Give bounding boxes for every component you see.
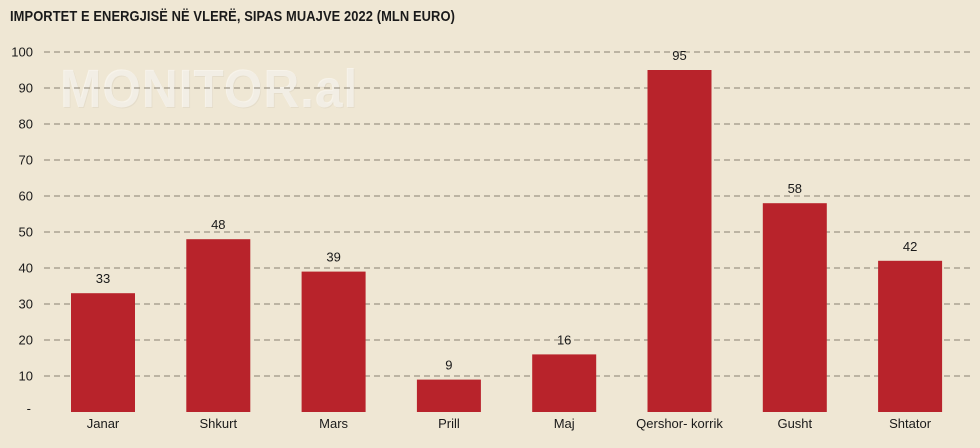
x-tick-label-3: Mars: [319, 416, 348, 431]
y-tick-label-70: 70: [19, 153, 33, 168]
gridlines: [44, 51, 972, 377]
bars: [71, 70, 943, 412]
bar-2: [186, 239, 251, 412]
x-tick-label-7: Gusht: [777, 416, 812, 431]
y-tick-label-100: 100: [11, 45, 33, 60]
y-tick-label-10: 10: [19, 369, 33, 384]
x-axis: Janar Shkurt Mars Prill Maj Qershor- korrik Gu…: [87, 416, 932, 431]
data-label-1: 33: [96, 271, 110, 286]
x-tick-label-8: Shtator: [889, 416, 932, 431]
y-tick-label-0: -: [27, 401, 31, 416]
y-tick-label-20: 20: [19, 333, 33, 348]
x-tick-label-5: Maj: [554, 416, 575, 431]
y-axis: 10 20 30 40 50 60 70 80 90 100 -: [11, 45, 33, 417]
bar-6: [647, 70, 712, 412]
y-tick-label-80: 80: [19, 117, 33, 132]
x-tick-label-4: Prill: [438, 416, 460, 431]
y-tick-label-90: 90: [19, 81, 33, 96]
bar-1: [71, 293, 135, 412]
x-tick-label-2: Shkurt: [200, 416, 238, 431]
data-label-6: 95: [672, 48, 686, 63]
y-tick-label-50: 50: [19, 225, 33, 240]
data-label-4: 9: [445, 358, 452, 373]
data-label-2: 48: [211, 217, 225, 232]
watermark-logo: MONITOR.al: [60, 59, 359, 119]
x-tick-label-6: Qershor- korrik: [636, 416, 723, 431]
data-label-5: 16: [557, 332, 571, 347]
chart-title: IMPORTET E ENERGJISË NË VLERË, SIPAS MUA…: [10, 8, 455, 25]
y-tick-label-30: 30: [19, 297, 33, 312]
data-label-7: 58: [788, 181, 802, 196]
x-tick-label-1: Janar: [87, 416, 120, 431]
data-label-8: 42: [903, 239, 917, 254]
bar-4: [416, 379, 481, 412]
y-tick-label-40: 40: [19, 261, 33, 276]
bar-8: [878, 260, 943, 412]
value-labels: 33 48 39 9 16 95 58 42: [96, 48, 918, 373]
data-label-3: 39: [326, 250, 340, 265]
bar-5: [532, 354, 597, 412]
y-tick-label-60: 60: [19, 189, 33, 204]
bar-3: [301, 271, 366, 412]
bar-7: [762, 203, 827, 412]
